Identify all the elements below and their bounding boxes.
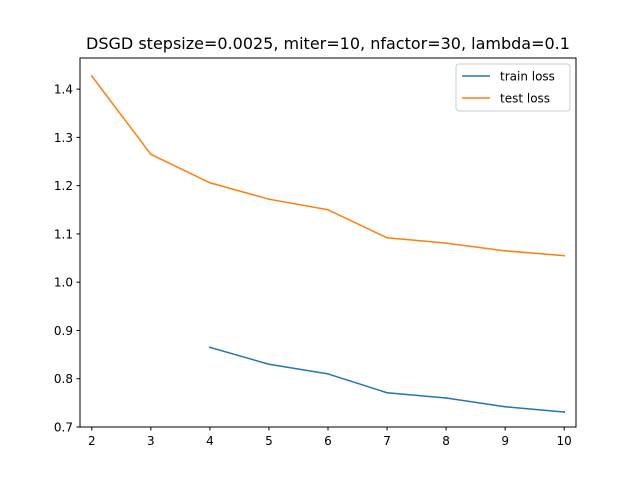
data-point-test-loss <box>504 249 507 252</box>
y-tick-label: 0.7 <box>54 421 73 435</box>
x-tick-label: 4 <box>206 434 214 448</box>
series-line-train-loss <box>208 346 566 413</box>
data-point-train-loss <box>327 373 329 375</box>
legend-label-train-loss: train loss <box>500 70 555 84</box>
x-tick-label: 10 <box>557 434 572 448</box>
y-tick-label: 1.4 <box>54 83 73 97</box>
legend: train loss test loss <box>455 63 571 112</box>
data-point-train-loss <box>386 391 388 394</box>
y-tick-label: 0.8 <box>54 372 73 386</box>
y-tick-label: 1.0 <box>54 276 73 290</box>
data-point-test-loss <box>445 242 447 245</box>
data-point-test-loss <box>268 198 270 201</box>
data-point-train-loss <box>504 405 507 408</box>
x-tick-label: 6 <box>324 434 332 448</box>
data-point-train-loss <box>445 397 447 399</box>
y-tick-label: 1.1 <box>54 227 73 241</box>
data-point-test-loss <box>386 236 388 239</box>
data-point-test-loss <box>563 254 566 257</box>
data-point-test-loss <box>149 153 152 156</box>
x-tick-label: 9 <box>501 434 509 448</box>
data-point-test-loss <box>209 181 211 184</box>
y-tick-label: 1.2 <box>54 179 73 193</box>
x-tick-label: 5 <box>265 434 273 448</box>
plot-area <box>90 75 566 413</box>
data-point-test-loss <box>327 208 329 211</box>
axes-frame <box>79 57 577 428</box>
x-tick-label: 8 <box>442 434 450 448</box>
data-point-train-loss <box>563 411 566 413</box>
x-tick-label: 3 <box>147 434 155 448</box>
y-tick-label: 1.3 <box>54 131 73 145</box>
x-axis: 2 3 4 5 6 7 8 9 10 <box>88 427 572 448</box>
x-tick-label: 2 <box>88 434 96 448</box>
y-axis: 0.7 0.8 0.9 1.0 1.1 1.2 1.3 1.4 <box>54 83 80 435</box>
data-point-train-loss <box>268 363 270 366</box>
y-tick-label: 0.9 <box>54 324 73 338</box>
legend-label-test-loss: test loss <box>500 92 550 106</box>
data-point-train-loss <box>209 346 211 349</box>
data-point-test-loss <box>90 75 93 78</box>
x-tick-label: 7 <box>383 434 391 448</box>
chart-title: DSGD stepsize=0.0025, miter=10, nfactor=… <box>86 34 570 53</box>
